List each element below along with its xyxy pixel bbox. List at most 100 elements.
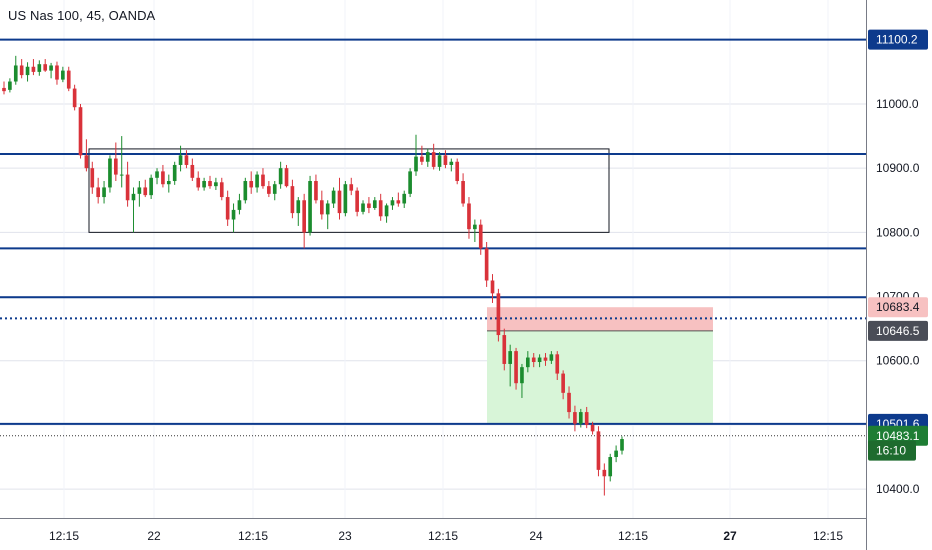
price-tick-label: 10900.0 xyxy=(876,161,920,175)
candle-body xyxy=(320,200,324,215)
candle-body xyxy=(414,156,418,172)
candle-body xyxy=(443,155,448,165)
candle-body xyxy=(225,197,230,220)
candle-body xyxy=(72,88,77,108)
time-tick-label: 12:15 xyxy=(813,529,843,543)
candle-body xyxy=(272,184,277,194)
candle-body xyxy=(114,158,118,175)
candle-body xyxy=(131,193,136,201)
candle-body xyxy=(214,182,218,187)
candle-body xyxy=(543,357,548,361)
candle-body xyxy=(567,392,571,413)
candle-body xyxy=(461,181,465,204)
candle-body xyxy=(331,190,336,204)
take-profit-zone[interactable] xyxy=(487,330,713,424)
candle-body xyxy=(119,174,124,176)
candle-body xyxy=(155,171,159,178)
candle-body xyxy=(308,181,312,233)
candle-body xyxy=(408,171,412,194)
candle-body xyxy=(449,161,454,165)
candle-body xyxy=(608,457,613,477)
candle-body xyxy=(490,280,495,294)
price-tag-label: 16:10 xyxy=(876,444,906,458)
candle-body xyxy=(473,224,477,230)
candle-body xyxy=(578,412,583,424)
candle-body xyxy=(49,65,53,71)
candle-body xyxy=(337,190,342,214)
candle-body xyxy=(484,248,489,281)
price-tag xyxy=(868,297,928,318)
price-tick-label: 10400.0 xyxy=(876,482,920,496)
candle-body xyxy=(102,187,106,198)
candle-body xyxy=(561,373,565,393)
candle-body xyxy=(496,293,501,336)
price-tag xyxy=(868,320,928,341)
candle-body xyxy=(2,87,6,92)
candle-body xyxy=(549,354,554,361)
candle-body xyxy=(343,184,348,214)
candle-body xyxy=(502,335,507,364)
candle-body xyxy=(478,224,483,249)
candle-body xyxy=(555,354,560,374)
candle-body xyxy=(166,181,171,185)
time-tick-label: 12:15 xyxy=(428,529,458,543)
candle-body xyxy=(425,152,430,162)
candle-body xyxy=(602,469,607,477)
candle-body xyxy=(202,181,206,188)
candle-body xyxy=(325,203,330,215)
candle-body xyxy=(249,181,254,188)
candle-body xyxy=(596,431,601,470)
candle-body xyxy=(125,174,130,201)
candle-body xyxy=(614,450,618,458)
candle-body xyxy=(367,203,371,208)
candle-body xyxy=(149,177,153,196)
candle-body xyxy=(55,65,59,80)
candle-body xyxy=(261,174,265,187)
range-box[interactable] xyxy=(88,148,610,233)
candle-body xyxy=(431,152,436,167)
price-tick-label: 11000.0 xyxy=(876,97,919,111)
candle-body xyxy=(84,155,89,169)
candle-body xyxy=(137,187,142,194)
candle-body xyxy=(361,203,365,212)
candle-body xyxy=(25,66,30,76)
candle-body xyxy=(526,357,530,368)
candle-body xyxy=(196,177,201,188)
candle-body xyxy=(78,107,83,156)
candle-body xyxy=(13,65,18,82)
candle-body xyxy=(420,156,424,162)
candle-body xyxy=(184,155,189,165)
price-tag xyxy=(868,440,916,461)
candle-body xyxy=(508,351,512,364)
candle-body xyxy=(108,158,112,188)
price-tick-label: 10800.0 xyxy=(876,225,920,239)
time-tick-label: 12:15 xyxy=(238,529,268,543)
candle-body xyxy=(437,155,442,167)
candle-body xyxy=(255,174,259,188)
candle-body xyxy=(296,200,301,214)
candle-body xyxy=(590,424,595,432)
candle-body xyxy=(178,155,183,165)
price-tag xyxy=(868,29,928,50)
price-tag-label: 11100.2 xyxy=(876,33,918,47)
price-tag-label: 10683.4 xyxy=(876,300,920,314)
candle-body xyxy=(378,200,383,217)
candle-body xyxy=(231,209,236,220)
candle-body xyxy=(61,70,65,80)
candle-body xyxy=(31,66,36,72)
symbol-title: US Nas 100, 45, OANDA xyxy=(8,8,156,23)
time-tick-label: 24 xyxy=(529,529,543,543)
candle-body xyxy=(537,357,542,363)
time-tick-label: 23 xyxy=(338,529,352,543)
candle-body xyxy=(90,168,95,188)
price-tag-label: 10483.1 xyxy=(876,429,920,443)
candle-body xyxy=(19,65,24,76)
candle-body xyxy=(143,187,148,196)
candle-body xyxy=(267,186,271,194)
candle-body xyxy=(37,64,42,72)
candle-body xyxy=(66,70,71,89)
time-tick-label: 12:15 xyxy=(49,529,79,543)
candle-body xyxy=(278,168,283,185)
